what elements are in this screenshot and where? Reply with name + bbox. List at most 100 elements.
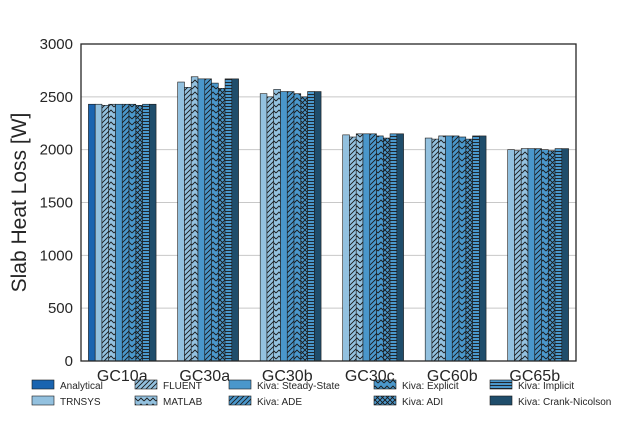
legend-swatch	[31, 379, 55, 390]
x-tick-label: GC65b	[509, 368, 560, 385]
legend-swatch-hatch	[135, 380, 157, 389]
bar-hatch	[541, 149, 549, 361]
legend-swatch	[228, 379, 252, 390]
bar-hatch	[369, 133, 377, 361]
bar-hatch	[431, 139, 439, 361]
x-tick-label: GC30a	[179, 368, 230, 385]
bar-GC30b-kiva-steady-state	[280, 91, 288, 362]
gridlines	[81, 96, 576, 309]
bar-hatch	[452, 135, 460, 361]
bar-GC30b-kiva-crank-nicolson	[314, 91, 322, 362]
bar-hatch	[307, 91, 315, 362]
legend-item: Kiva: Steady-State	[228, 379, 340, 392]
bar-hatch	[122, 104, 130, 361]
bar-hatch	[300, 96, 308, 361]
legend-item: TRNSYS	[31, 395, 101, 408]
bar-hatch	[534, 148, 542, 361]
legend-label: TRNSYS	[60, 397, 101, 408]
bar-GC65b-kiva-crank-nicolson	[561, 148, 569, 362]
legend: Analytical TRNSYS FLUENT MATLAB Kiva: Steady…	[31, 379, 611, 408]
legend-item: FLUENT	[134, 379, 202, 392]
bar-hatch	[211, 83, 219, 361]
legend-swatch	[489, 395, 513, 406]
bar-hatch	[555, 148, 562, 361]
y-tick-label: 500	[48, 300, 73, 317]
bars	[88, 76, 569, 362]
y-tick-label: 2000	[40, 142, 73, 159]
bar-GC65b-kiva-steady-state	[527, 148, 536, 362]
legend-label: Kiva: ADE	[257, 397, 302, 408]
legend-item: Analytical	[31, 379, 103, 392]
bar-GC10a-kiva-crank-nicolson	[149, 103, 157, 362]
bar-hatch	[376, 135, 384, 361]
legend-label: Kiva: Steady-State	[257, 381, 340, 392]
legend-label: Kiva: Crank-Nicolson	[518, 397, 611, 408]
bar-hatch	[390, 133, 397, 361]
bar-hatch	[383, 138, 391, 361]
bar-hatch	[349, 136, 357, 361]
legend-item: Kiva: Explicit	[373, 379, 459, 392]
plot-frame	[80, 43, 577, 362]
bar-GC60b-kiva-crank-nicolson	[479, 135, 487, 362]
legend-swatch-hatch	[374, 380, 396, 389]
bar-hatch	[465, 139, 473, 361]
bar-GC10a-analytical	[88, 103, 96, 362]
legend-item: Kiva: Crank-Nicolson	[489, 395, 611, 408]
legend-label: Kiva: ADI	[402, 397, 443, 408]
bar-hatch	[225, 78, 232, 362]
x-tick-label: GC30b	[262, 368, 313, 385]
bar-GC30a-trnsys	[177, 81, 185, 362]
bar-GC30c-trnsys	[342, 134, 350, 362]
bar-hatch	[287, 91, 295, 362]
bar-hatch	[472, 135, 480, 361]
legend-swatch-hatch	[374, 396, 396, 405]
bar-GC10a-trnsys	[94, 103, 103, 362]
legend-item: Kiva: Implicit	[489, 379, 574, 392]
bar-hatch	[184, 87, 192, 361]
y-axis-label: Slab Heat Loss [W]	[8, 113, 31, 293]
bar-hatch	[438, 135, 446, 361]
legend-swatch	[31, 395, 55, 406]
legend-swatch-hatch	[135, 396, 157, 405]
bar-hatch	[218, 88, 226, 361]
legend-item: MATLAB	[134, 395, 203, 408]
y-tick-label: 1500	[40, 195, 73, 212]
bar-GC30a-kiva-crank-nicolson	[231, 78, 239, 362]
legend-label: FLUENT	[163, 381, 202, 392]
bar-GC30c-kiva-crank-nicolson	[396, 133, 404, 362]
bar-hatch	[521, 148, 528, 361]
bar-GC65b-trnsys	[507, 149, 515, 362]
y-tick-labels: 0 500 1000 1500 2000 2500 3000	[40, 36, 73, 370]
legend-label: Kiva: Explicit	[402, 381, 459, 392]
bar-GC10a-kiva-steady-state	[115, 103, 123, 362]
bar-hatch	[266, 96, 274, 361]
y-tick-label: 1000	[40, 247, 73, 264]
x-tick-labels: GC10a GC30a GC30b GC30c GC60b GC65b	[97, 368, 560, 385]
bar-hatch	[191, 76, 198, 362]
bar-hatch	[135, 105, 143, 361]
bar-hatch	[101, 105, 109, 361]
bar-hatch	[108, 104, 116, 361]
bar-GC60b-trnsys	[424, 137, 433, 362]
bar-hatch	[142, 104, 150, 361]
bar-GC30b-trnsys	[259, 93, 268, 362]
y-tick-label: 3000	[40, 36, 73, 53]
bar-GC30c-kiva-steady-state	[362, 133, 371, 362]
x-tick-label: GC60b	[427, 368, 478, 385]
bar-hatch	[548, 150, 556, 361]
bar-hatch	[129, 104, 136, 361]
legend-swatch-hatch	[229, 396, 251, 405]
y-tick-label: 2500	[40, 89, 73, 106]
bar-hatch	[273, 89, 281, 361]
legend-item: Kiva: ADE	[228, 395, 302, 408]
bar-GC60b-kiva-steady-state	[445, 135, 453, 362]
legend-item: Kiva: ADI	[373, 395, 443, 408]
y-tick-label: 0	[65, 353, 73, 370]
bar-hatch	[356, 133, 363, 361]
legend-label: Analytical	[60, 381, 103, 392]
bar-GC30a-kiva-steady-state	[197, 78, 206, 362]
bar-hatch	[459, 136, 466, 361]
bar-hatch	[204, 78, 212, 362]
legend-label: Kiva: Implicit	[518, 381, 574, 392]
